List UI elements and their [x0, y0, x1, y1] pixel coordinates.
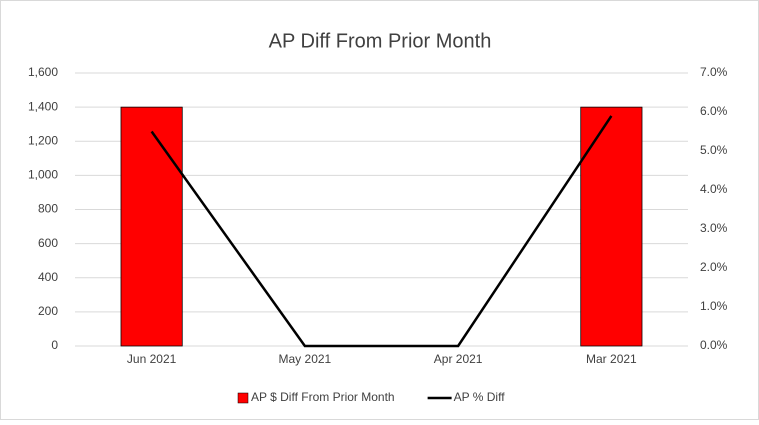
y-tick-label: 1,000: [28, 168, 58, 182]
y-tick-label: 1,600: [28, 65, 58, 79]
x-tick-label: Apr 2021: [434, 352, 483, 366]
y-tick-label: 0: [51, 338, 58, 352]
legend-label: AP $ Diff From Prior Month: [251, 390, 395, 404]
bar: [120, 106, 183, 347]
y2-tick-label: 5.0%: [700, 143, 728, 157]
chart-title: AP Diff From Prior Month: [269, 30, 492, 52]
y-tick-label: 200: [38, 304, 58, 318]
y2-tick-label: 1.0%: [700, 299, 728, 313]
x-tick-label: Jun 2021: [127, 352, 177, 366]
y2-tick-label: 3.0%: [700, 221, 728, 235]
x-tick-label: Mar 2021: [586, 352, 637, 366]
y2-tick-label: 7.0%: [700, 65, 728, 79]
y-tick-label: 1,200: [28, 133, 58, 147]
legend-swatch: [237, 392, 249, 404]
line: [150, 115, 613, 348]
y2-tick-label: 6.0%: [700, 104, 728, 118]
y-tick-label: 800: [38, 202, 58, 216]
x-tick-label: May 2021: [279, 352, 332, 366]
y-tick-label: 1,400: [28, 99, 58, 113]
y2-tick-label: 4.0%: [700, 182, 728, 196]
y-tick-label: 600: [38, 236, 58, 250]
y2-tick-label: 2.0%: [700, 260, 728, 274]
y2-tick-label: 0.0%: [700, 338, 728, 352]
y-tick-label: 400: [38, 270, 58, 284]
legend-label: AP % Diff: [454, 390, 506, 404]
bar: [580, 106, 643, 347]
